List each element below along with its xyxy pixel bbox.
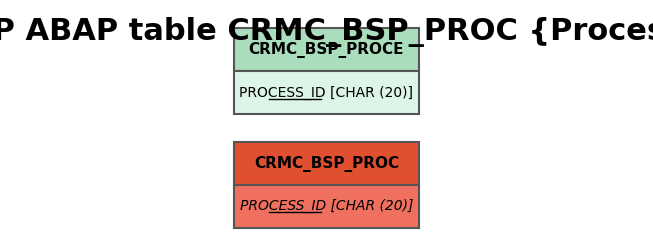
- Text: PROCESS_ID [CHAR (20)]: PROCESS_ID [CHAR (20)]: [240, 199, 413, 213]
- FancyBboxPatch shape: [234, 28, 419, 71]
- Text: PROCESS_ID [CHAR (20)]: PROCESS_ID [CHAR (20)]: [240, 85, 413, 100]
- FancyBboxPatch shape: [234, 71, 419, 114]
- FancyBboxPatch shape: [234, 142, 419, 185]
- Text: CRMC_BSP_PROCE: CRMC_BSP_PROCE: [249, 42, 404, 58]
- FancyBboxPatch shape: [234, 185, 419, 228]
- Text: SAP ABAP table CRMC_BSP_PROC {Process}: SAP ABAP table CRMC_BSP_PROC {Process}: [0, 17, 653, 47]
- Text: CRMC_BSP_PROC: CRMC_BSP_PROC: [254, 155, 399, 172]
